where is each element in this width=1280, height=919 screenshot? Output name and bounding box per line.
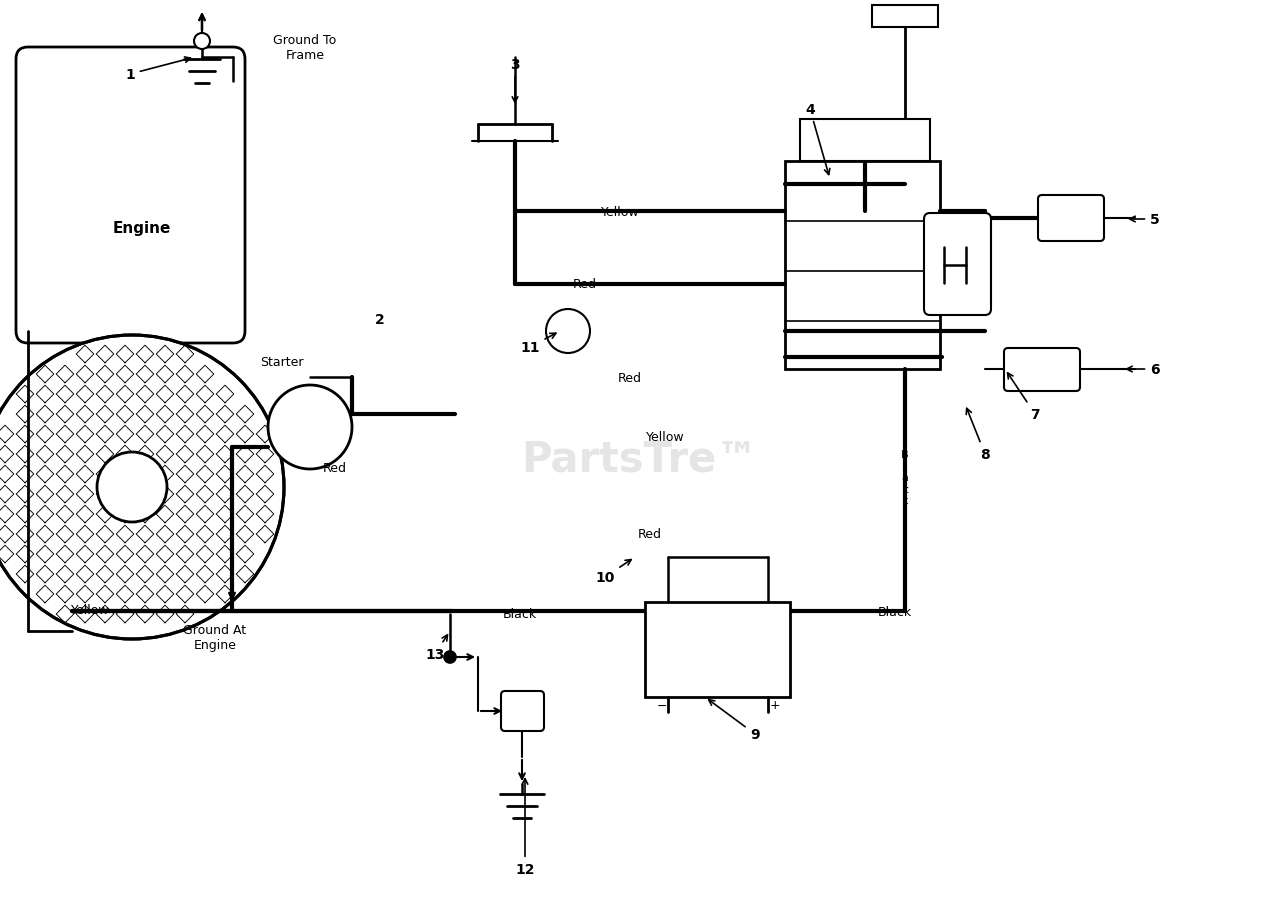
Circle shape — [547, 310, 590, 354]
FancyBboxPatch shape — [17, 48, 244, 344]
Text: Starter: Starter — [260, 355, 303, 369]
Bar — [800, 119, 931, 162]
Text: 11: 11 — [520, 334, 556, 355]
Bar — [872, 6, 938, 28]
Text: Black: Black — [503, 607, 538, 621]
Text: 7: 7 — [1007, 373, 1039, 422]
Text: 6: 6 — [1126, 363, 1160, 377]
Text: Red: Red — [323, 461, 347, 474]
Text: Red: Red — [637, 528, 662, 541]
Text: Red: Red — [618, 371, 643, 384]
Text: Yellow: Yellow — [600, 205, 639, 218]
Text: B
l
a
c
k: B l a c k — [901, 449, 909, 505]
Text: 3: 3 — [511, 58, 520, 103]
Text: Ground At
Engine: Ground At Engine — [183, 623, 247, 652]
Text: +: + — [769, 698, 781, 711]
Circle shape — [444, 652, 456, 664]
Text: 5: 5 — [1130, 213, 1160, 227]
Text: Red: Red — [573, 278, 596, 291]
Text: 9: 9 — [709, 700, 760, 742]
FancyBboxPatch shape — [1038, 196, 1103, 242]
Circle shape — [0, 335, 284, 640]
Text: Yellow: Yellow — [645, 431, 685, 444]
Text: −: − — [657, 698, 667, 711]
Circle shape — [97, 452, 166, 522]
Text: 4: 4 — [805, 103, 829, 176]
Circle shape — [268, 386, 352, 470]
Text: 10: 10 — [595, 560, 631, 584]
Text: PartsTre™: PartsTre™ — [521, 438, 759, 481]
Text: 12: 12 — [516, 778, 535, 876]
Circle shape — [195, 34, 210, 50]
Text: 13: 13 — [425, 635, 448, 662]
FancyBboxPatch shape — [1004, 348, 1080, 391]
Text: 2: 2 — [375, 312, 385, 326]
Text: 8: 8 — [966, 409, 989, 461]
Text: Ground To
Frame: Ground To Frame — [274, 34, 337, 62]
FancyBboxPatch shape — [500, 691, 544, 732]
FancyBboxPatch shape — [924, 214, 991, 315]
Text: Yellow: Yellow — [70, 603, 109, 616]
Text: 1: 1 — [125, 58, 191, 82]
Text: Engine: Engine — [113, 221, 172, 235]
Text: Black: Black — [878, 605, 913, 618]
Bar — [785, 162, 940, 369]
Bar — [645, 602, 790, 698]
